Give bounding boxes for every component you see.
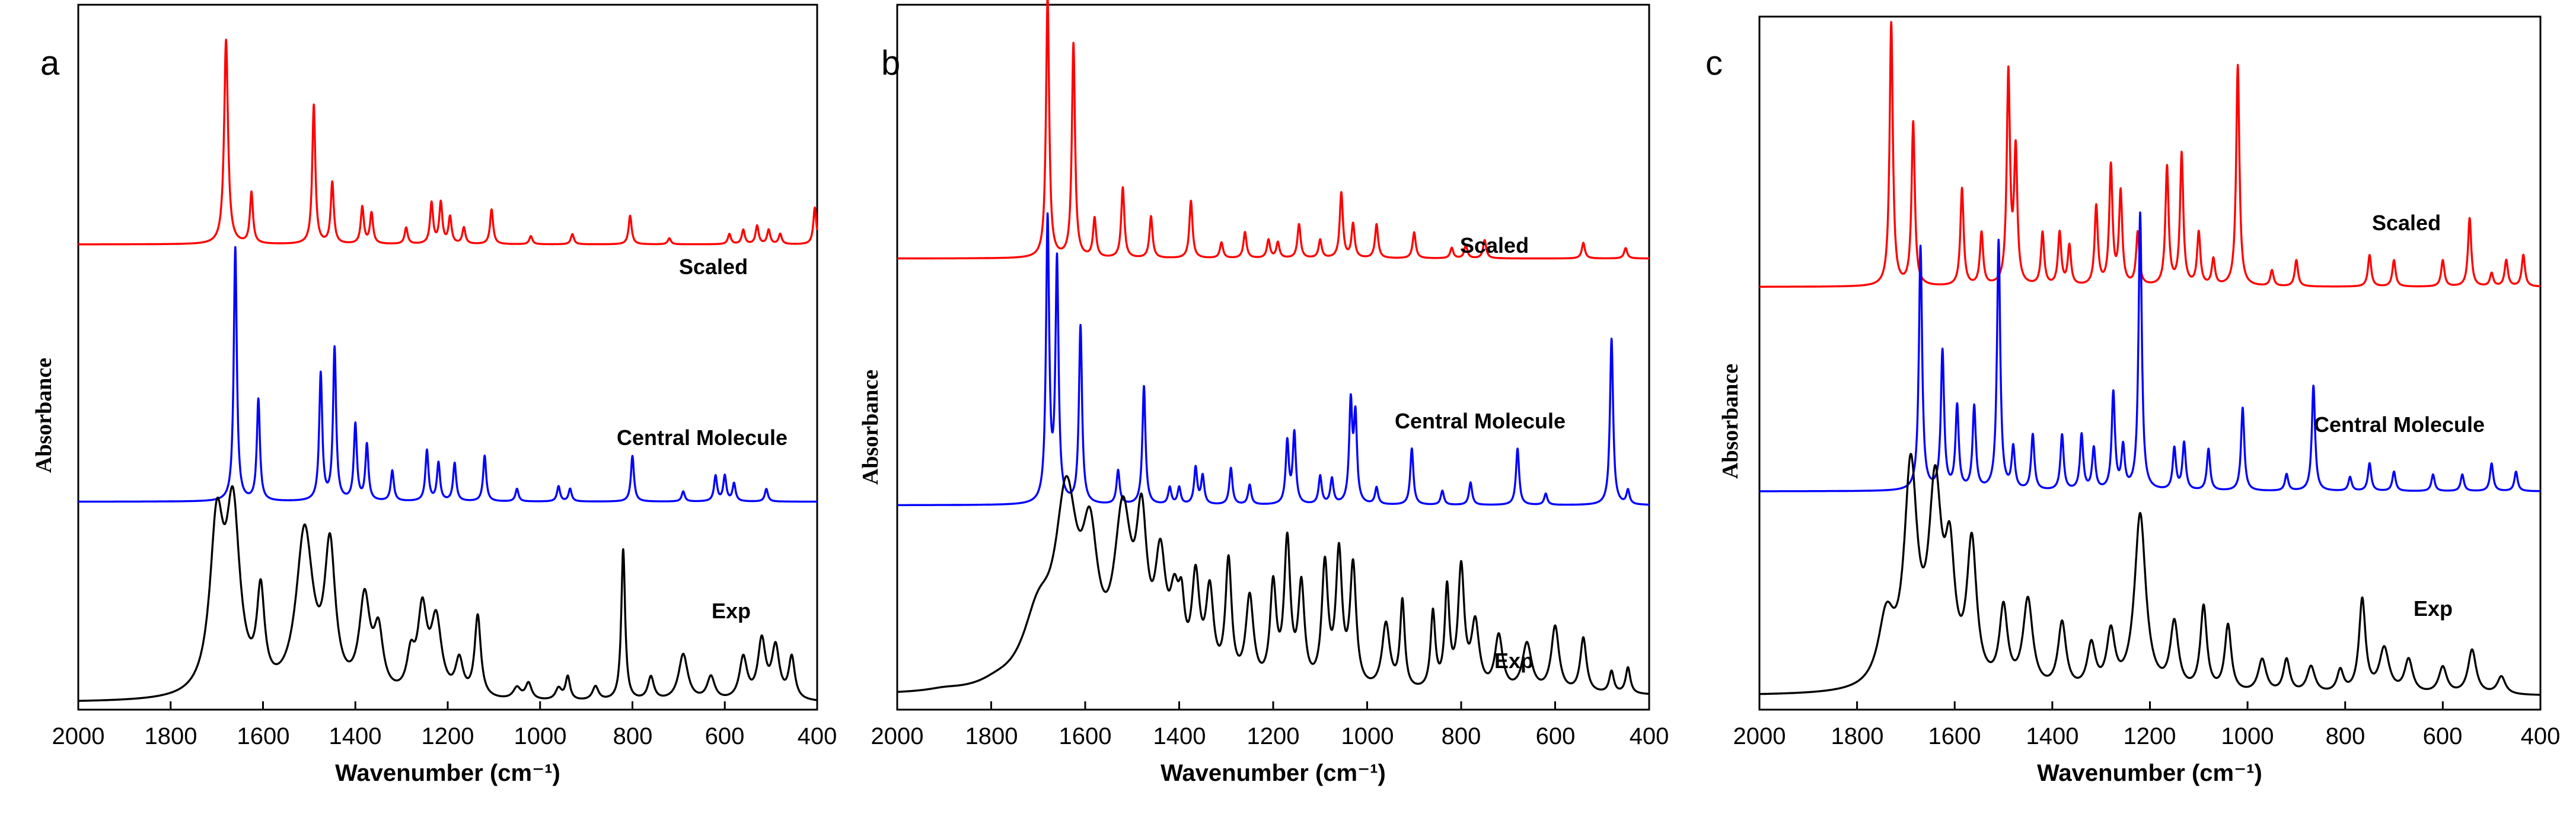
panel-c-tick-label: 800	[2326, 723, 2365, 749]
panel-b-tick-label: 1200	[1247, 723, 1300, 749]
panel-c-central-trace	[1758, 211, 2542, 492]
panel-c-central-label: Central Molecule	[2314, 412, 2485, 437]
panel-b-xlabel: Wavenumber (cm⁻¹)	[1161, 760, 1386, 786]
panel-a-letter: a	[40, 44, 60, 82]
panel-a-xlabel: Wavenumber (cm⁻¹)	[335, 760, 560, 786]
panel-a-exp-label: Exp	[712, 599, 751, 623]
panel-b-tick-label: 1800	[965, 723, 1018, 749]
panel-a-scaled-trace	[77, 39, 818, 246]
panel-a-central-trace	[77, 246, 818, 503]
panel-a-tick-label: 1200	[422, 723, 474, 749]
panel-c-tick-label: 1600	[1928, 723, 1981, 749]
panel-b-scaled-trace	[896, 0, 1650, 260]
panel-b-tick-label: 400	[1630, 723, 1669, 749]
panel-b-letter: b	[881, 44, 900, 82]
panel-c-tick-label: 1000	[2221, 723, 2274, 749]
panel-c-xlabel: Wavenumber (cm⁻¹)	[2037, 760, 2262, 786]
panel-a-tick-label: 1800	[145, 723, 197, 749]
panel-a-tick-label: 600	[705, 723, 745, 749]
panel-a-tick-label: 1600	[237, 723, 290, 749]
panel-a-ticks	[77, 701, 818, 710]
panel-b-tick-label: 800	[1442, 723, 1481, 749]
panel-c-ylabel: Absorbance	[1718, 364, 1743, 479]
panel-c-exp-trace	[1758, 453, 2542, 696]
panel-c-tick-labels: 2000 1800 1600 1400 1200 1000 800 600 40…	[1733, 723, 2561, 749]
panel-b-central-trace	[896, 212, 1650, 506]
panel-b-exp-trace	[896, 475, 1650, 695]
panel-a-tick-label: 2000	[52, 723, 105, 749]
panel-b-exp-label: Exp	[1494, 649, 1534, 673]
panel-c-tick-label: 2000	[1733, 723, 1786, 749]
panel-c-letter: c	[1705, 44, 1723, 82]
panel-b-ticks	[896, 701, 1650, 710]
panel-a-central-label: Central Molecule	[617, 425, 788, 450]
panel-a-ylabel: Absorbance	[31, 358, 56, 473]
panel-a-tick-labels: 2000 1800 1600 1400 1200 1000 800 600 40…	[52, 723, 837, 749]
panel-a-tick-label: 400	[798, 723, 837, 749]
panel-b-frame	[896, 4, 1650, 711]
panel-c: c Absorbance Wavenumber (cm⁻¹) 2000 1800…	[1705, 15, 2561, 786]
panel-a-tick-label: 1000	[514, 723, 567, 749]
panel-c-tick-label: 600	[2423, 723, 2463, 749]
panel-a-tick-label: 800	[613, 723, 653, 749]
panel-b-tick-label: 1600	[1059, 723, 1112, 749]
panel-b-tick-label: 1400	[1153, 723, 1206, 749]
panel-c-ticks	[1758, 701, 2542, 710]
panel-b-central-label: Central Molecule	[1395, 409, 1566, 433]
panel-b-tick-labels: 2000 1800 1600 1400 1200 1000 800 600 40…	[871, 723, 1669, 749]
panel-c-scaled-label: Scaled	[2372, 211, 2441, 235]
panel-a-exp-trace	[77, 485, 818, 702]
panel-b-tick-label: 1000	[1341, 723, 1394, 749]
panel-a-frame	[77, 4, 818, 711]
panel-c-scaled-trace	[1758, 21, 2542, 288]
panel-c-tick-label: 1200	[2124, 723, 2176, 749]
panel-b-ylabel: Absorbance	[858, 370, 883, 485]
panel-c-tick-label: 1800	[1831, 723, 1884, 749]
panel-a-tick-label: 1400	[329, 723, 382, 749]
panel-b-tick-label: 2000	[871, 723, 924, 749]
panel-a: a Absorbance Wavenumber (cm⁻¹) 2000 1800…	[31, 4, 837, 786]
panel-a-scaled-label: Scaled	[679, 255, 748, 279]
panel-c-exp-label: Exp	[2414, 596, 2453, 621]
panel-c-tick-label: 400	[2521, 723, 2561, 749]
panel-b-tick-label: 600	[1536, 723, 1576, 749]
panel-b-scaled-label: Scaled	[1460, 233, 1529, 258]
panel-c-tick-label: 1400	[2026, 723, 2079, 749]
panel-b: b Absorbance Wavenumber (cm⁻¹) 2000 1800…	[858, 0, 1669, 786]
